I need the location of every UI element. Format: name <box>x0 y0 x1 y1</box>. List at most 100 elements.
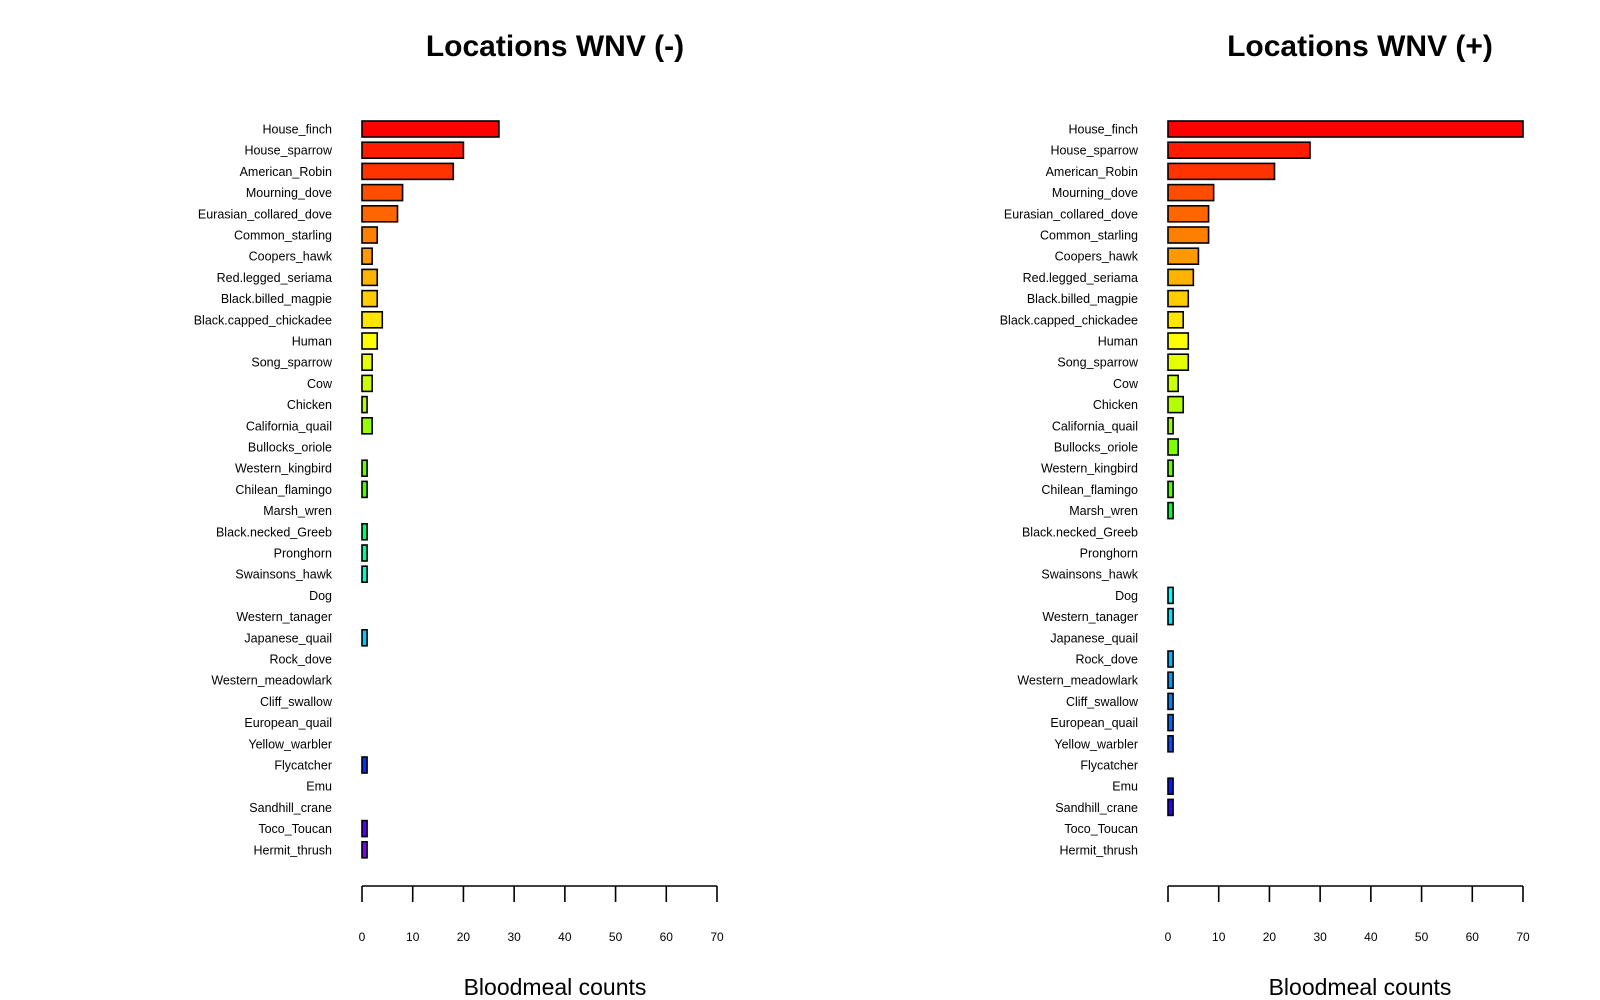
x-tick-label: 70 <box>1516 930 1530 944</box>
bar-cow <box>361 374 373 393</box>
x-tick-label: 60 <box>1466 930 1480 944</box>
bar-coopers-hawk <box>361 247 373 265</box>
category-label: Sandhill_crane <box>1055 801 1138 815</box>
category-label: Yellow_warbler <box>248 737 332 751</box>
x-axis-label: Bloodmeal counts <box>464 974 647 1000</box>
category-label: Rock_dove <box>269 653 332 667</box>
chart-title: Locations WNV (+) <box>1227 30 1493 63</box>
bar-sandhill-crane <box>1167 798 1174 817</box>
category-label: Hermit_thrush <box>254 843 333 857</box>
bar-california-quail <box>1167 416 1174 435</box>
category-label: Japanese_quail <box>1050 631 1138 645</box>
category-label: Hermit_thrush <box>1060 843 1139 857</box>
bar-american-robin <box>1167 162 1276 181</box>
x-tick-label: 30 <box>507 930 521 944</box>
category-label: Western_tanager <box>236 610 332 624</box>
x-tick-label: 0 <box>359 930 366 944</box>
bar-pronghorn <box>361 544 368 562</box>
bar-california-quail <box>361 416 373 435</box>
category-label: Coopers_hawk <box>1055 250 1139 264</box>
category-label: Song_sparrow <box>251 356 333 370</box>
x-tick-label: 40 <box>558 930 572 944</box>
bar-mourning-dove <box>361 183 404 202</box>
bar-chicken <box>361 395 368 414</box>
bar-common-starling <box>361 226 379 244</box>
category-label: Black.necked_Greeb <box>216 525 332 539</box>
category-label: Red.legged_seriama <box>1023 271 1138 285</box>
bar-song-sparrow <box>1167 353 1190 372</box>
category-label: Marsh_wren <box>1069 504 1138 518</box>
x-tick-label: 0 <box>1165 930 1172 944</box>
bar-common-starling <box>1167 226 1210 244</box>
category-label: Chicken <box>1093 398 1138 412</box>
category-label: Flycatcher <box>1080 759 1138 773</box>
bar-japanese-quail <box>361 628 368 647</box>
category-label: Coopers_hawk <box>249 250 333 264</box>
bar-black-capped-chickadee <box>361 310 384 329</box>
bar-flycatcher <box>361 756 368 774</box>
category-label: Chilean_flamingo <box>1041 483 1138 497</box>
x-tick-label: 50 <box>1415 930 1429 944</box>
x-tick-label: 10 <box>406 930 420 944</box>
category-label: Black.necked_Greeb <box>1022 525 1138 539</box>
bar-black-capped-chickadee <box>1167 310 1185 329</box>
category-label: Eurasian_collared_dove <box>1004 207 1138 221</box>
category-label: Dog <box>1115 589 1138 603</box>
bar-mourning-dove <box>1167 183 1215 202</box>
category-label: Japanese_quail <box>244 631 332 645</box>
bar-emu <box>1167 777 1174 796</box>
bar-coopers-hawk <box>1167 247 1200 265</box>
category-label: Western_kingbird <box>1041 462 1138 476</box>
bar-black-billed-magpie <box>361 289 379 308</box>
bar-human <box>361 332 379 350</box>
bar-red-legged-seriama <box>1167 268 1195 287</box>
category-label: Flycatcher <box>274 759 332 773</box>
category-label: Yellow_warbler <box>1054 737 1138 751</box>
category-label: Toco_Toucan <box>258 822 332 836</box>
category-label: Bullocks_oriole <box>248 441 332 455</box>
category-label: Western_kingbird <box>235 462 332 476</box>
bar-marsh-wren <box>1167 501 1174 520</box>
category-label: Black.billed_magpie <box>221 292 332 306</box>
category-label: Cow <box>307 377 333 391</box>
category-label: Swainsons_hawk <box>235 568 332 582</box>
category-label: Western_meadowlark <box>211 674 332 688</box>
category-label: Pronghorn <box>1080 547 1138 561</box>
category-label: Sandhill_crane <box>249 801 332 815</box>
category-label: House_sparrow <box>1050 144 1139 158</box>
category-label: Common_starling <box>1040 229 1138 243</box>
category-label: Swainsons_hawk <box>1041 568 1138 582</box>
bar-house-finch <box>1167 120 1524 138</box>
bar-western-kingbird <box>1167 459 1174 478</box>
bar-dog <box>1167 586 1174 605</box>
x-tick-label: 10 <box>1212 930 1226 944</box>
category-label: Human <box>292 335 332 349</box>
x-tick-label: 20 <box>457 930 471 944</box>
category-label: Mourning_dove <box>1052 186 1138 200</box>
category-label: Western_tanager <box>1042 610 1138 624</box>
x-tick-label: 20 <box>1263 930 1277 944</box>
category-label: Song_sparrow <box>1057 356 1139 370</box>
bar-american-robin <box>361 162 455 181</box>
category-label: Chicken <box>287 398 332 412</box>
x-axis-label: Bloodmeal counts <box>1269 974 1452 1000</box>
bar-chicken <box>1167 395 1185 414</box>
category-label: American_Robin <box>1046 165 1138 179</box>
category-label: American_Robin <box>240 165 332 179</box>
bar-chilean-flamingo <box>1167 480 1174 499</box>
category-label: Chilean_flamingo <box>235 483 332 497</box>
bar-black-billed-magpie <box>1167 289 1190 308</box>
bar-house-sparrow <box>1167 141 1311 159</box>
bar-cliff-swallow <box>1167 692 1174 711</box>
category-label: House_sparrow <box>244 144 333 158</box>
x-tick-label: 50 <box>609 930 623 944</box>
category-label: California_quail <box>1052 419 1138 433</box>
bar-black-necked-greeb <box>361 522 368 541</box>
x-tick-label: 30 <box>1313 930 1327 944</box>
bar-chilean-flamingo <box>361 480 368 499</box>
chart-title: Locations WNV (-) <box>426 30 684 63</box>
category-label: Black.billed_magpie <box>1027 292 1138 306</box>
category-label: Emu <box>306 780 332 794</box>
